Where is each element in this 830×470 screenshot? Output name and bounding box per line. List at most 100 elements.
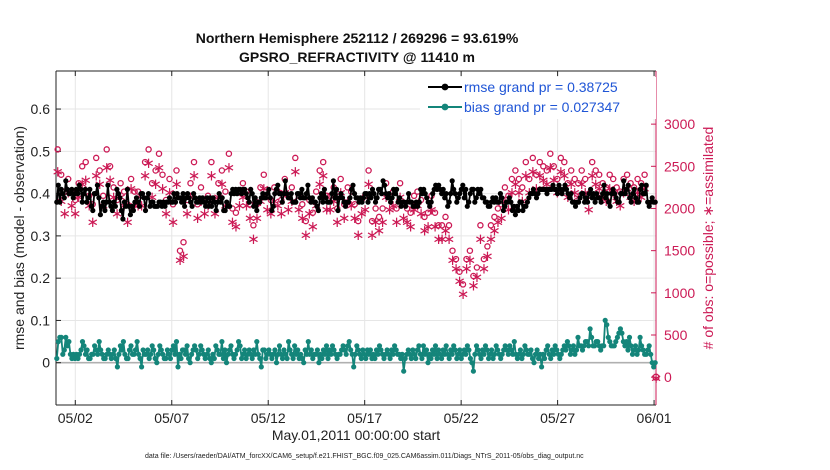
series-1-point-244 xyxy=(423,347,430,353)
series-1-point-237 xyxy=(413,355,419,362)
series-1-point-361 xyxy=(601,343,607,349)
series-0-point-392 xyxy=(643,182,649,188)
series-1-point-147 xyxy=(276,343,283,349)
series-2-point-121 xyxy=(477,222,484,229)
series-3-point-120: ∗ xyxy=(471,268,484,286)
series-3-point-108: ∗ xyxy=(429,217,442,235)
series-1-point-376 xyxy=(623,339,630,345)
y2-tick-label-1: 500 xyxy=(664,327,688,343)
series-0-point-391 xyxy=(642,191,648,197)
series-1-point-207 xyxy=(367,347,373,353)
series-3-point-8: ∗ xyxy=(79,171,92,189)
series-0-point-388 xyxy=(637,186,643,192)
series-0-point-288 xyxy=(487,203,493,209)
series-0-point-89 xyxy=(188,199,194,205)
series-1-point-34 xyxy=(105,347,111,353)
series-0-point-314 xyxy=(526,195,532,201)
series-1-point-36 xyxy=(108,355,114,362)
data-series: ∗∗∗∗∗∗∗∗∗∗∗∗∗∗∗∗∗∗∗∗∗∗∗∗∗∗∗∗∗∗∗∗∗∗∗∗∗∗∗∗… xyxy=(51,146,662,387)
series-2-point-28 xyxy=(152,167,159,174)
series-1-point-153 xyxy=(286,339,292,345)
series-1-point-79 xyxy=(173,339,180,345)
series-0-point-292 xyxy=(493,195,499,201)
series-1-point-339 xyxy=(567,351,574,357)
series-2-point-98 xyxy=(396,179,404,187)
series-1-point-25 xyxy=(92,343,98,349)
series-1-point-61 xyxy=(146,355,152,362)
series-0-point-13 xyxy=(73,186,79,192)
series-1-point-166 xyxy=(305,339,311,345)
series-1-point-103 xyxy=(210,351,216,357)
series-3-point-101: ∗ xyxy=(404,217,417,235)
series-0-point-59 xyxy=(142,207,149,214)
series-2-point-134 xyxy=(522,158,530,166)
series-3-point-2: ∗ xyxy=(58,205,71,223)
series-2-point-12 xyxy=(96,167,103,174)
series-2-point-110 xyxy=(438,222,446,229)
series-1-point-282 xyxy=(481,351,487,357)
series-1-point-155 xyxy=(289,351,295,357)
series-1-point-66 xyxy=(154,360,160,366)
series-1-point-229 xyxy=(401,368,407,374)
series-0-point-265 xyxy=(452,191,458,197)
series-0-point-129 xyxy=(248,186,254,192)
series-2-point-39 xyxy=(190,158,198,166)
series-0-point-153 xyxy=(284,191,290,197)
series-1-point-104 xyxy=(211,355,217,362)
series-0-point-363 xyxy=(600,191,606,197)
x-axis-label: May.01,2011 00:00:00 start xyxy=(272,427,440,443)
tick-labels: 05/02 05/07 05/12 05/17 05/22 05/27 06/01 0 0.1 0… xyxy=(31,101,696,426)
series-2-point-106 xyxy=(424,209,432,216)
series-0-point-286 xyxy=(484,199,490,205)
series-2-point-133 xyxy=(519,184,526,191)
series-3-point-26: ∗ xyxy=(142,154,155,172)
series-2-point-144 xyxy=(557,154,565,162)
series-2-point-14 xyxy=(103,146,110,153)
series-0-point-281 xyxy=(476,191,482,197)
series-0-point-257 xyxy=(440,186,446,192)
series-1-point-67 xyxy=(155,351,161,357)
series-0-point-267 xyxy=(455,195,461,201)
series-1-point-101 xyxy=(207,355,213,362)
series-2-point-102 xyxy=(410,192,418,200)
series-3-point-39: ∗ xyxy=(188,167,201,185)
series-0-point-278 xyxy=(472,199,478,205)
series-3-point-47: ∗ xyxy=(216,175,229,193)
series-1-point-110 xyxy=(220,355,226,362)
series-0-point-370 xyxy=(610,186,616,192)
series-0-point-254 xyxy=(436,182,442,188)
series-3-point-86: ∗ xyxy=(352,226,365,244)
series-1-point-249 xyxy=(431,351,437,357)
series-0-point-197 xyxy=(350,182,356,188)
series-0-point-218 xyxy=(382,182,388,188)
series-0-point-374 xyxy=(616,199,622,205)
series-0-point-282 xyxy=(478,186,484,192)
series-0-point-227 xyxy=(395,199,401,205)
series-1-point-236 xyxy=(411,351,417,357)
series-3-point-28: ∗ xyxy=(149,175,162,193)
series-1-point-75 xyxy=(167,355,173,362)
series-1-point-4 xyxy=(60,351,66,357)
series-1-point-269 xyxy=(461,347,467,353)
series-1-point-235 xyxy=(410,347,416,353)
series-3-point-145: ∗ xyxy=(558,167,571,185)
series-2-point-47 xyxy=(218,167,226,174)
series-0-point-294 xyxy=(496,199,502,205)
series-3-point-134: ∗ xyxy=(520,167,533,185)
series-1-point-62 xyxy=(148,351,154,357)
series-2-point-51 xyxy=(232,209,240,216)
series-0-point-368 xyxy=(607,203,613,209)
series-0-point-213 xyxy=(374,195,380,201)
series-1-point-194 xyxy=(348,347,354,353)
series-1-point-5 xyxy=(61,347,67,353)
series-0-point-34 xyxy=(105,182,111,188)
series-2-point-46 xyxy=(215,179,222,187)
series-1-point-278 xyxy=(475,347,481,353)
series-1-point-48 xyxy=(126,347,133,353)
series-3-point-66: ∗ xyxy=(282,201,295,219)
series-1-point-246 xyxy=(426,351,433,357)
series-1-point-0 xyxy=(54,355,60,362)
series-1-point-53 xyxy=(134,339,140,345)
series-0-point-234 xyxy=(406,191,412,197)
series-1-point-221 xyxy=(389,347,395,353)
